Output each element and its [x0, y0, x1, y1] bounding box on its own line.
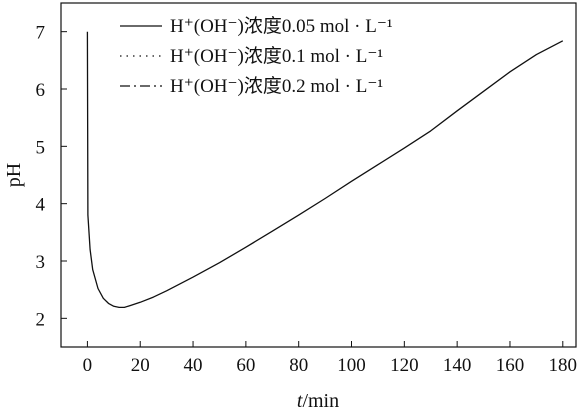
y-tick-label: 5	[36, 137, 46, 158]
legend-label: H⁺(OH⁻)浓度0.1 mol · L⁻¹	[170, 45, 383, 67]
series-line-0	[86, 31, 564, 309]
x-tick-label: 160	[496, 355, 525, 376]
x-tick-label: 80	[289, 355, 308, 376]
x-tick-label: 100	[337, 355, 366, 376]
y-tick-label: 2	[36, 309, 46, 330]
y-tick-label: 4	[36, 195, 46, 216]
series-lines	[86, 31, 564, 309]
y-tick-label: 7	[36, 23, 46, 44]
x-axis-label-unit: /min	[302, 390, 339, 412]
x-tick-label: 20	[131, 355, 150, 376]
y-axis-label: pH	[3, 163, 25, 187]
x-tick-label: 0	[83, 355, 93, 376]
legend-label: H⁺(OH⁻)浓度0.05 mol · L⁻¹	[170, 15, 393, 37]
legend: H⁺(OH⁻)浓度0.05 mol · L⁻¹ H⁺(OH⁻)浓度0.1 mol …	[120, 15, 393, 97]
y-tick-label: 6	[36, 80, 46, 101]
legend-label: H⁺(OH⁻)浓度0.2 mol · L⁻¹	[170, 75, 383, 97]
axis-ticks: 0 20 40 60 80 100 120 140 160 180 2 3 4 5 6 7	[36, 23, 578, 376]
x-tick-label: 140	[443, 355, 472, 376]
x-tick-label: 60	[236, 355, 255, 376]
x-axis-label: t/min	[297, 390, 339, 412]
plot-frame	[60, 2, 577, 348]
x-tick-label: 40	[184, 355, 203, 376]
y-tick-label: 3	[36, 252, 46, 273]
x-tick-label: 120	[390, 355, 419, 376]
x-axis-label-variable: t	[297, 390, 303, 412]
x-tick-label: 180	[549, 355, 578, 376]
